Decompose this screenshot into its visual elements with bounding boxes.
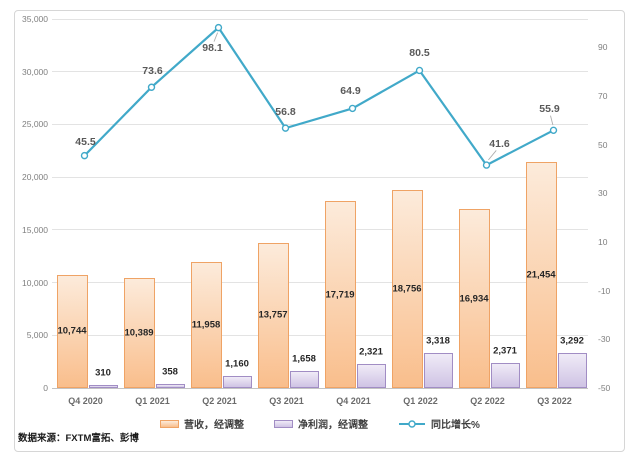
legend-item-net-profit: 净利润，经调整 <box>274 416 368 431</box>
yoy-growth-label: 55.9 <box>539 103 560 116</box>
gridline <box>52 71 588 73</box>
x-axis-category-label: Q1 2021 <box>135 396 170 406</box>
net-profit-bar-label: 3,292 <box>560 335 584 347</box>
gridline <box>52 123 588 125</box>
yoy-growth-label: 98.1 <box>202 41 223 54</box>
yoy-growth-label: 41.6 <box>489 138 510 151</box>
y-axis-left-tick: 35,000 <box>22 14 48 24</box>
revenue-bar-label: 13,757 <box>258 309 288 321</box>
y-axis-left-tick: 15,000 <box>22 224 48 235</box>
net-profit-swatch-icon <box>274 419 294 428</box>
yoy-growth-label: 64.9 <box>340 85 361 98</box>
net-profit-bar-label: 1,160 <box>225 358 249 370</box>
yoy-growth-label: 80.5 <box>409 47 430 60</box>
gridline <box>52 387 588 389</box>
gridline <box>52 334 588 336</box>
revenue-bar-label: 11,958 <box>191 319 221 331</box>
revenue-bar <box>458 209 490 388</box>
data-source-note: 数据来源：FXTM富拓、彭博 <box>18 433 139 444</box>
revenue-bar-label: 18,756 <box>392 283 422 295</box>
net-profit-bar <box>222 375 252 388</box>
y-axis-left-tick: 25,000 <box>22 119 48 130</box>
y-axis-left-tick: 30,000 <box>22 66 48 77</box>
net-profit-bar-label: 1,658 <box>292 353 316 365</box>
revenue-bar-label: 16,934 <box>459 293 489 305</box>
revenue-bar <box>391 190 423 388</box>
revenue-bar <box>324 201 356 388</box>
x-axis-category-label: Q4 2020 <box>68 396 103 406</box>
y-axis-right-tick: 30 <box>598 188 608 199</box>
net-profit-bar <box>557 353 587 388</box>
legend-label-yoy-growth: 同比增长% <box>431 420 480 431</box>
x-axis-category-label: Q1 2022 <box>403 396 438 406</box>
revenue-bar <box>56 274 88 388</box>
x-axis-category-label: Q2 2021 <box>202 396 237 406</box>
gridline <box>52 176 588 178</box>
legend-label-revenue: 营收，经调整 <box>184 420 245 431</box>
yoy-growth-label: 56.8 <box>275 106 296 119</box>
gridline <box>52 282 588 284</box>
legend-item-revenue: 营收，经调整 <box>160 416 244 431</box>
y-axis-right-tick: -50 <box>598 383 611 393</box>
legend-label-net-profit: 净利润，经调整 <box>298 420 369 431</box>
y-axis-right-tick: -30 <box>598 334 611 345</box>
y-axis-left-tick: 5,000 <box>26 330 48 341</box>
y-axis-left-tick: 20,000 <box>22 172 48 183</box>
y-axis-left-tick: 10,000 <box>22 277 48 288</box>
revenue-swatch-icon <box>160 419 180 428</box>
yoy-growth-label: 45.5 <box>75 135 96 148</box>
net-profit-bar <box>423 353 453 388</box>
revenue-bar-label: 21,454 <box>526 269 556 281</box>
legend: 营收，经调整 净利润，经调整 同比增长% <box>52 416 588 431</box>
revenue-bar-label: 10,389 <box>124 327 154 339</box>
y-axis-right-tick: -10 <box>598 285 611 296</box>
yoy-growth-line-swatch-icon <box>399 419 426 428</box>
x-axis-category-label: Q3 2021 <box>269 396 304 406</box>
x-axis-category-label: Q3 2022 <box>537 396 572 406</box>
y-axis-right-tick: 50 <box>598 139 608 150</box>
revenue-bar <box>123 278 155 388</box>
revenue-bar <box>190 261 222 388</box>
revenue-bar-label: 17,719 <box>325 289 355 301</box>
y-axis-right-tick: 70 <box>598 91 608 101</box>
y-axis-right-tick: 90 <box>598 42 608 53</box>
net-profit-bar <box>88 384 118 388</box>
gridline <box>52 229 588 231</box>
net-profit-bar-label: 2,321 <box>359 346 383 358</box>
net-profit-bar-label: 358 <box>162 366 178 378</box>
revenue-bar-label: 10,744 <box>57 325 87 337</box>
net-profit-bar-label: 3,318 <box>426 335 450 347</box>
net-profit-bar-label: 310 <box>95 367 111 379</box>
net-profit-bar <box>356 363 386 388</box>
x-axis-category-label: Q2 2022 <box>470 396 505 406</box>
gridline <box>52 18 588 20</box>
net-profit-bar <box>490 363 520 388</box>
net-profit-bar-label: 2,371 <box>493 345 517 357</box>
net-profit-bar <box>289 370 319 388</box>
legend-item-yoy-growth: 同比增长% <box>398 416 480 431</box>
y-axis-left-tick: 0 <box>43 383 48 393</box>
x-axis-category-label: Q4 2021 <box>336 396 371 406</box>
revenue-bar <box>257 242 289 388</box>
y-axis-right-tick: 10 <box>598 237 608 247</box>
net-profit-bar <box>155 384 185 388</box>
yoy-growth-label: 73.6 <box>142 65 163 78</box>
